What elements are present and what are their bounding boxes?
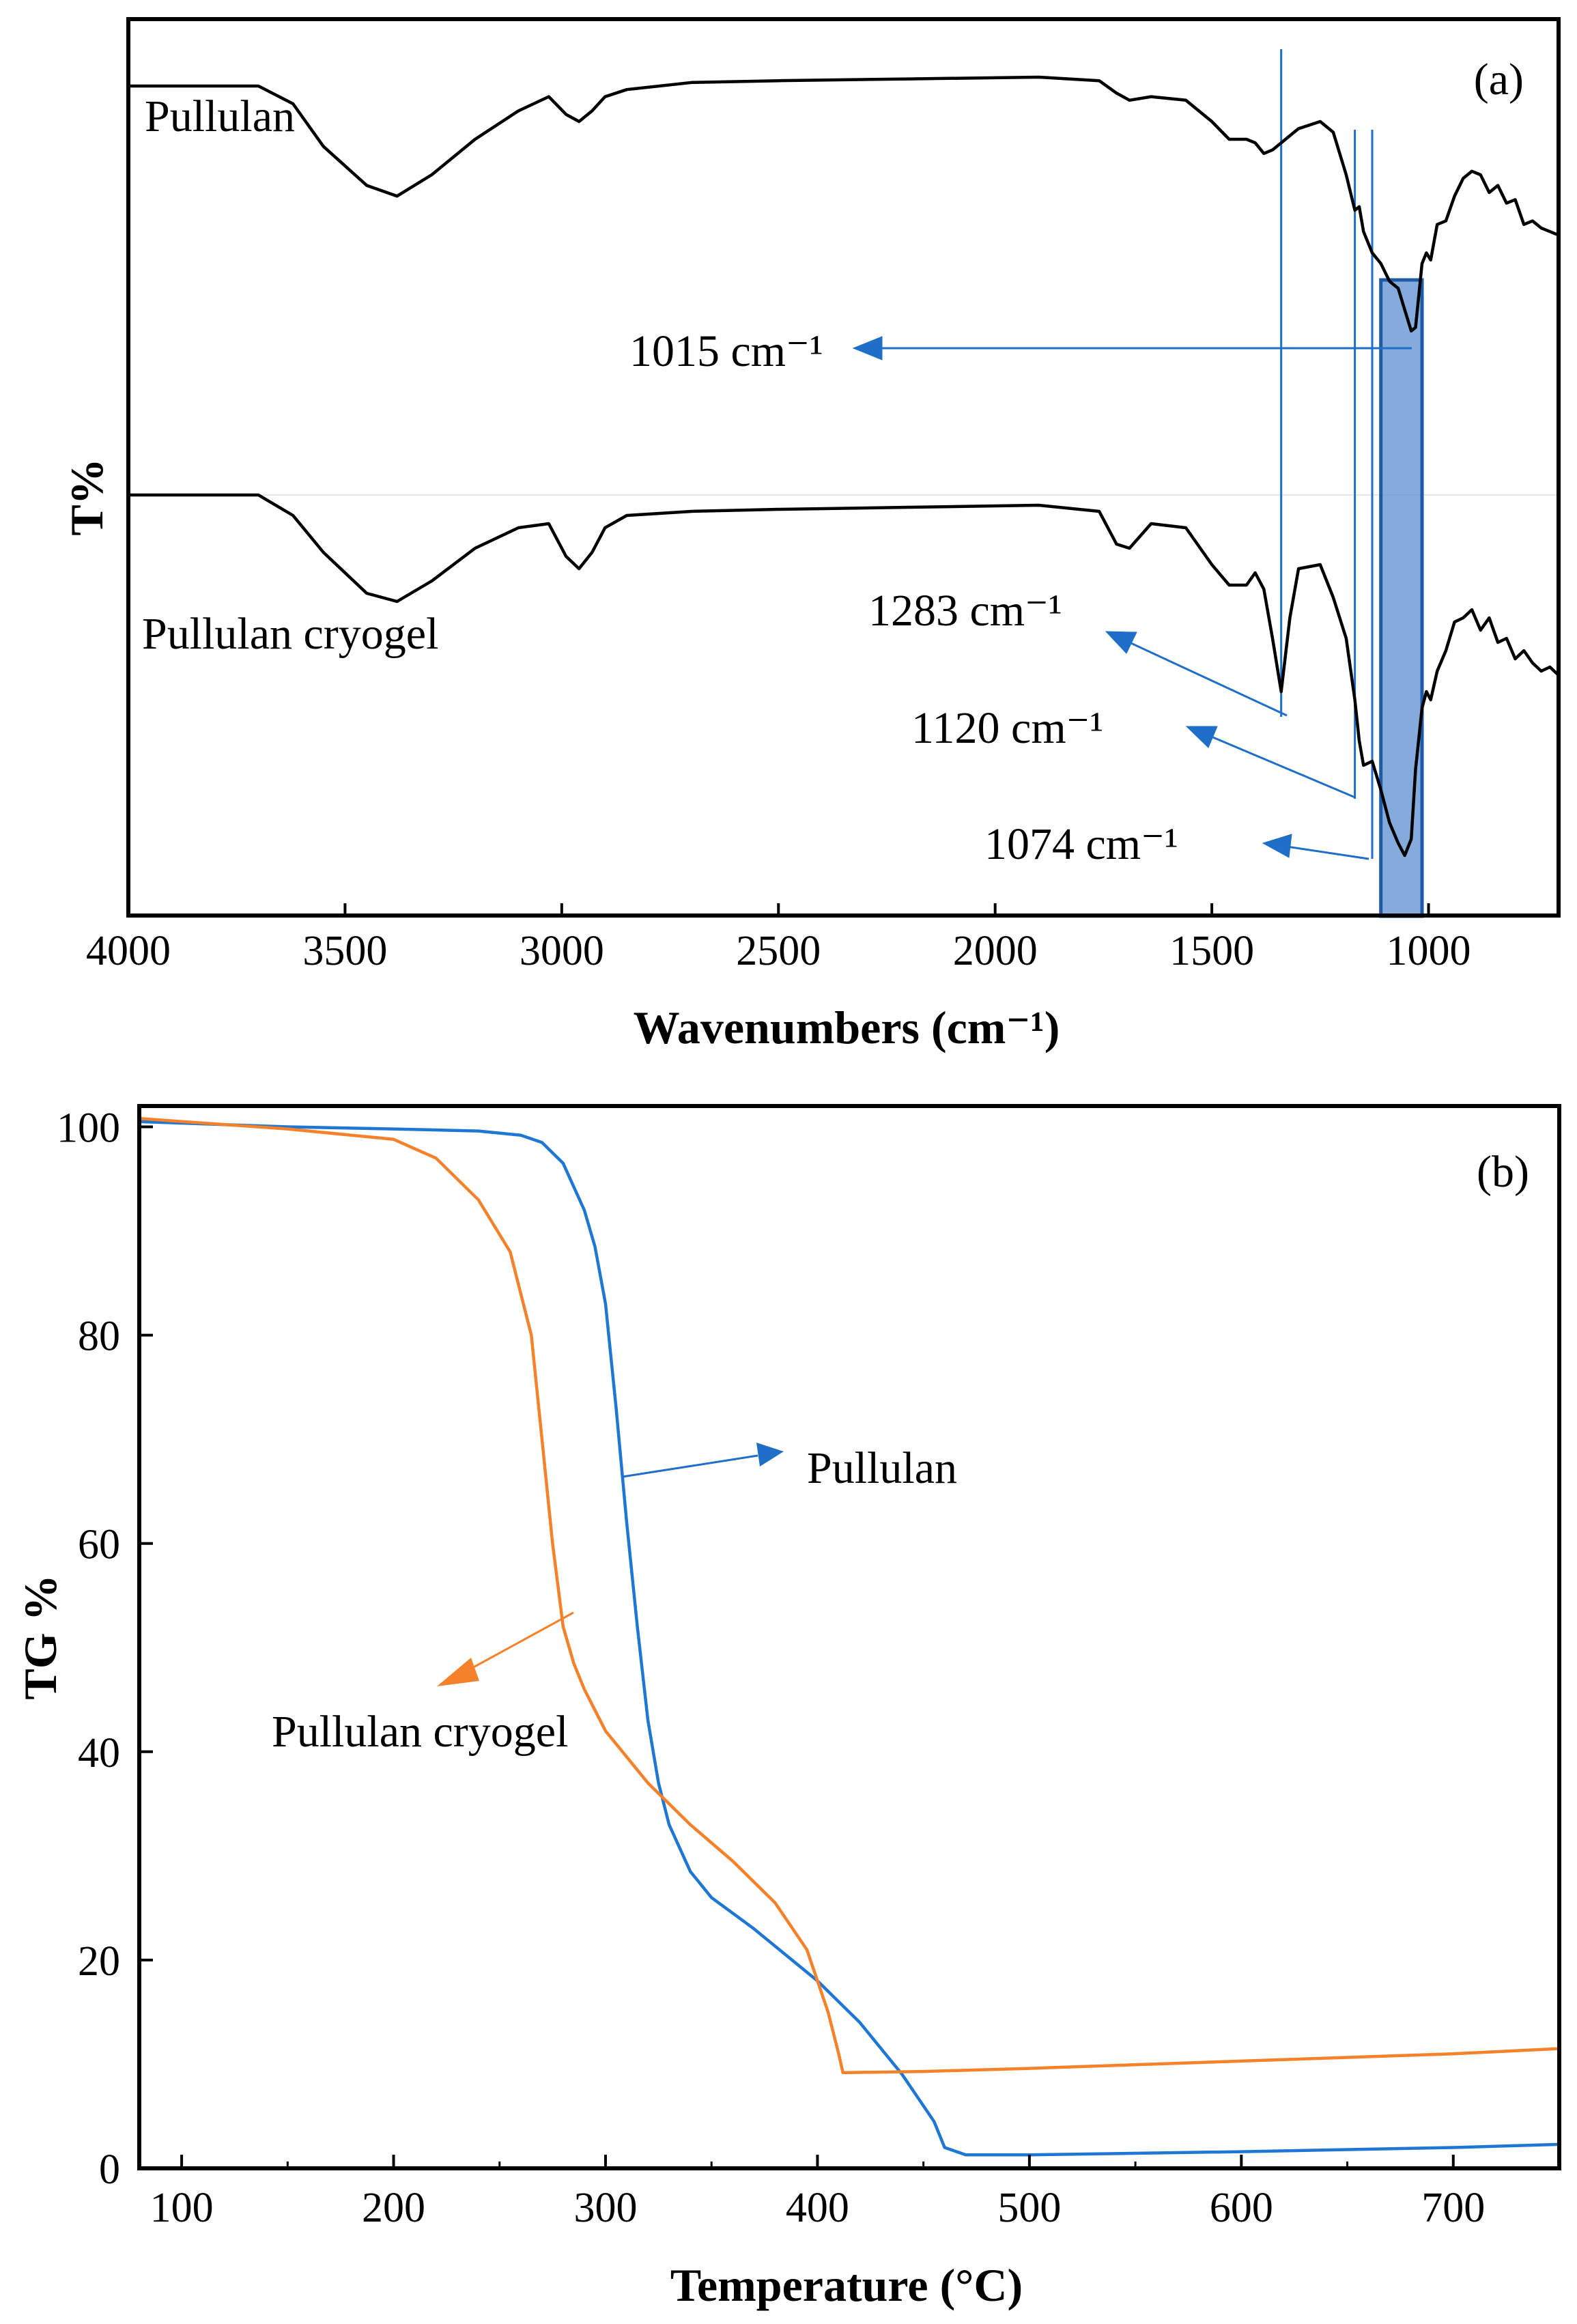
tga-y-axis-label: TG % <box>14 1574 66 1699</box>
arrowhead-pullulan <box>756 1443 784 1466</box>
panel-label-a: (a) <box>1474 55 1524 104</box>
arrowhead-cryogel <box>437 1658 479 1686</box>
tga-x-tick-label: 100 <box>150 2185 214 2231</box>
arrowhead-1120 <box>1185 726 1218 748</box>
ftir-curves <box>126 75 1561 858</box>
ftir-x-tick-label: 3500 <box>302 928 387 974</box>
tga-x-tick-label: 400 <box>786 2185 849 2231</box>
tga-x-tick-label: 700 <box>1421 2185 1485 2231</box>
annotation-1074: 1074 cm⁻¹ <box>984 819 1178 869</box>
tga-y-tick-label: 100 <box>57 1105 120 1152</box>
tga-y-tick-label: 40 <box>78 1730 120 1776</box>
ftir-x-tick-label: 2000 <box>953 928 1038 974</box>
annotation-1283: 1283 cm⁻¹ <box>868 586 1062 636</box>
tga-x-tick-label: 200 <box>362 2185 425 2231</box>
tga-series-line <box>137 1117 1561 2074</box>
tga-x-tick-label: 600 <box>1210 2185 1273 2231</box>
annotation-1120: 1120 cm⁻¹ <box>911 703 1103 753</box>
tga-panel: 100 200 300 400 500 600 700 0 20 40 60 80 100 (b) P… <box>14 1104 1561 2311</box>
ftir-panel: 4000 3500 3000 2500 2000 1500 1000 (a) Pullula… <box>61 17 1561 1053</box>
ftir-x-tick-label: 1000 <box>1387 928 1471 974</box>
highlight-band-1015 <box>1379 278 1424 918</box>
tga-y-tick-label: 0 <box>99 2146 120 2193</box>
series-label-pullulan: Pullulan <box>145 91 295 141</box>
ftir-y-axis-label: T% <box>61 458 113 535</box>
ftir-plot-frame <box>126 17 1561 918</box>
arrowhead-1015 <box>852 336 883 360</box>
ftir-x-tick-label: 4000 <box>86 928 171 974</box>
ftir-x-tick-label: 1500 <box>1169 928 1254 974</box>
annotation-1015: 1015 cm⁻¹ <box>629 326 823 376</box>
arrow-cryogel <box>470 1611 574 1670</box>
panel-label-b: (b) <box>1477 1147 1529 1197</box>
tga-annotation-arrows <box>437 1443 784 1686</box>
tga-y-tick-label: 20 <box>78 1938 120 1985</box>
ftir-series-line <box>126 493 1561 858</box>
tga-label-cryogel: Pullulan cryogel <box>272 1707 568 1757</box>
tga-x-tick-label: 500 <box>997 2185 1061 2231</box>
tga-curves <box>137 1117 1561 2157</box>
tga-plot-frame <box>137 1104 1561 2170</box>
arrow-1074 <box>1286 845 1369 860</box>
arrowhead-1074 <box>1262 834 1292 858</box>
series-label-cryogel: Pullulan cryogel <box>142 609 438 659</box>
tga-x-axis-label: Temperature (°C) <box>670 2259 1023 2311</box>
tga-y-ticks: 0 20 40 60 80 100 <box>57 1105 153 2193</box>
tga-y-tick-label: 60 <box>78 1522 120 1568</box>
tga-label-pullulan: Pullulan <box>807 1443 957 1493</box>
arrowhead-1283 <box>1105 631 1137 654</box>
arrow-1120 <box>1204 733 1356 799</box>
tga-x-ticks: 100 200 300 400 500 600 700 <box>150 2155 1561 2231</box>
annotation-arrows <box>852 336 1412 860</box>
arrow-pullulan <box>622 1454 758 1478</box>
ftir-series-line <box>126 75 1561 333</box>
arrow-1283 <box>1124 639 1288 717</box>
tga-series-line <box>137 1120 1561 2157</box>
ftir-x-tick-label: 3000 <box>520 928 604 974</box>
highlight-band-rect <box>1379 278 1424 918</box>
tga-x-tick-label: 300 <box>573 2185 637 2231</box>
tga-y-tick-label: 80 <box>78 1314 120 1360</box>
ftir-x-tick-label: 2500 <box>736 928 821 974</box>
ftir-x-axis-label: Wavenumbers (cm⁻¹) <box>634 1002 1060 1053</box>
ftir-x-ticks: 4000 3500 3000 2500 2000 1500 1000 <box>86 903 1471 974</box>
